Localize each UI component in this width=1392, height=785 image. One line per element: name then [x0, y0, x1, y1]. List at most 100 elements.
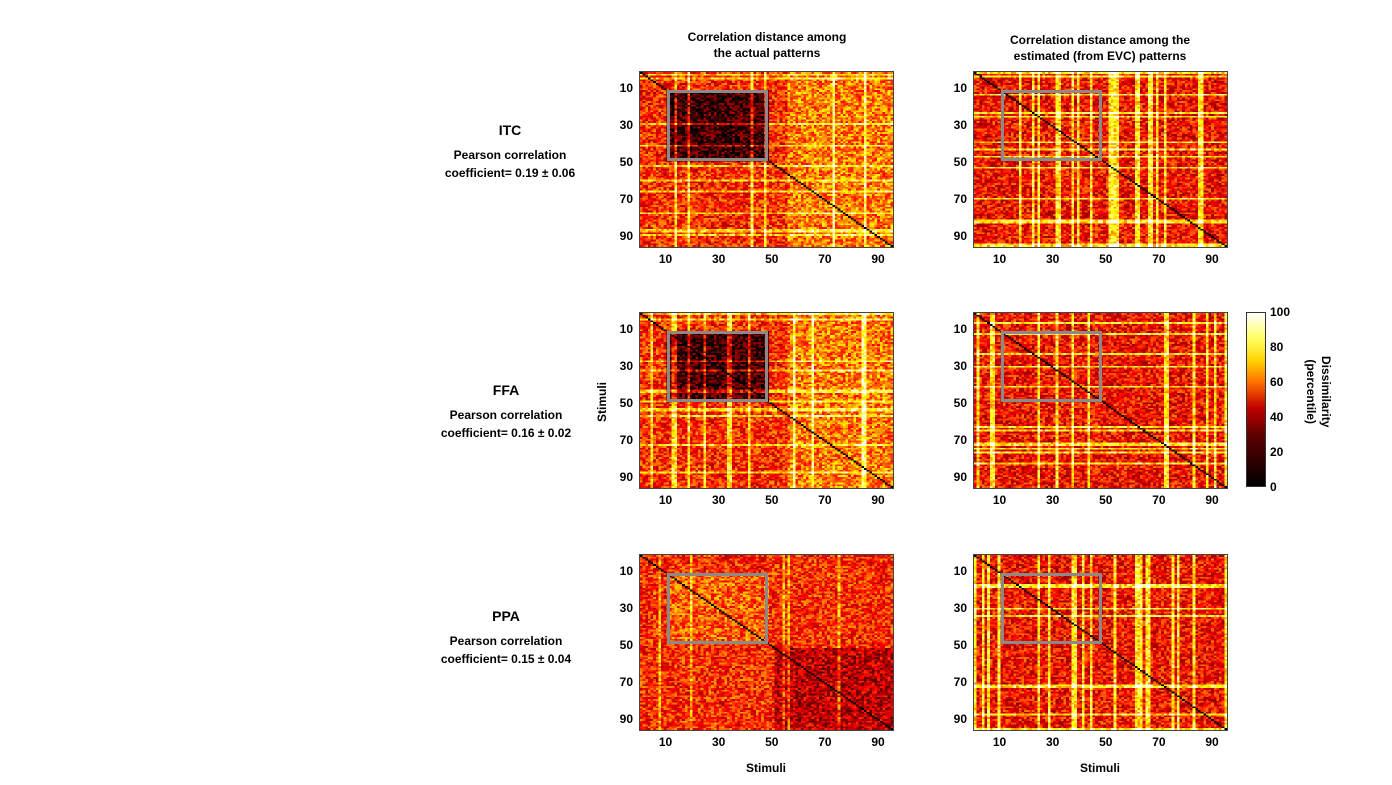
colorbar	[1246, 312, 1266, 487]
y-tick-label: 90	[953, 711, 967, 726]
y-tick-label: 70	[619, 433, 633, 448]
x-tick-label: 90	[871, 252, 885, 266]
colorbar-tick: 20	[1270, 445, 1284, 459]
x-tick-label: 70	[1152, 493, 1166, 507]
colorbar-label-text: Dissimilarity (percentile)	[1303, 356, 1333, 427]
coef-line: Pearson correlation	[449, 634, 563, 648]
colorbar-label: Dissimilarity (percentile)	[1300, 356, 1350, 436]
x-tick-label: 30	[1046, 735, 1060, 749]
coef-line: Pearson correlation	[449, 408, 563, 422]
x-axis-title-right: Stimuli	[1080, 761, 1121, 775]
y-tick-label: 50	[953, 396, 967, 411]
x-tick-label: 90	[1205, 735, 1219, 749]
column-title-estimated: Correlation distance among the estimated…	[950, 32, 1250, 64]
y-tick-label: 30	[619, 118, 633, 133]
coef-line: Pearson correlation	[453, 148, 567, 162]
highlight-block	[666, 331, 768, 402]
colorbar-tick: 100	[1270, 305, 1291, 319]
y-tick-label: 90	[953, 228, 967, 243]
highlight-block	[1000, 90, 1102, 161]
highlight-block	[1000, 573, 1102, 644]
y-tick-label: 10	[619, 81, 633, 96]
colorbar-tick: 40	[1270, 410, 1284, 424]
x-tick-label: 10	[992, 493, 1007, 507]
y-tick-label: 50	[953, 155, 967, 170]
x-tick-label: 30	[1046, 252, 1060, 266]
x-tick-label: 50	[1099, 493, 1113, 507]
coef-line: coefficient= 0.16 ± 0.02	[440, 426, 572, 440]
highlight-block	[666, 90, 768, 161]
colorbar-tick: 60	[1270, 375, 1284, 389]
highlight-block	[666, 573, 768, 644]
x-tick-label: 50	[765, 735, 779, 749]
y-tick-label: 70	[953, 433, 967, 448]
y-tick-label: 30	[953, 601, 967, 616]
heatmap-ppa-actual	[639, 554, 894, 731]
y-tick-label: 30	[619, 359, 633, 374]
x-tick-label: 10	[658, 252, 673, 266]
y-tick-label: 10	[619, 322, 633, 337]
row-label-ppa: PPA Pearson correlation coefficient= 0.1…	[406, 608, 606, 668]
row-label-itc: ITC Pearson correlation coefficient= 0.1…	[410, 122, 610, 182]
y-tick-label: 10	[953, 564, 967, 579]
y-tick-label: 30	[953, 118, 967, 133]
x-tick-label: 90	[871, 493, 885, 507]
y-tick-label: 50	[619, 155, 633, 170]
x-tick-label: 90	[871, 735, 885, 749]
colorbar-tick: 0	[1270, 480, 1277, 494]
heatmap-ffa-estimated	[973, 312, 1228, 489]
x-tick-label: 50	[765, 252, 779, 266]
y-tick-label: 50	[619, 396, 633, 411]
column-title-line: the actual patterns	[713, 46, 821, 60]
roi-name: PPA	[492, 608, 520, 624]
y-tick-label: 30	[953, 359, 967, 374]
x-tick-label: 90	[1205, 493, 1219, 507]
colorbar-label-line: Dissimilarity	[1319, 356, 1333, 428]
y-tick-label: 30	[619, 601, 633, 616]
x-tick-label: 10	[658, 493, 673, 507]
x-tick-label: 70	[818, 252, 832, 266]
column-title-line: estimated (from EVC) patterns	[1013, 49, 1187, 63]
y-tick-label: 90	[619, 228, 633, 243]
x-tick-label: 90	[1205, 252, 1219, 266]
heatmap-itc-actual	[639, 71, 894, 248]
heatmap-ppa-estimated	[973, 554, 1228, 731]
roi-name: FFA	[492, 382, 520, 398]
y-tick-label: 70	[953, 192, 967, 207]
column-title-actual: Correlation distance among the actual pa…	[617, 29, 917, 61]
y-tick-label: 90	[953, 469, 967, 484]
coef-line: coefficient= 0.15 ± 0.04	[440, 652, 572, 666]
x-tick-label: 70	[1152, 252, 1166, 266]
y-tick-label: 10	[953, 81, 967, 96]
x-tick-label: 30	[712, 735, 726, 749]
x-tick-label: 10	[992, 735, 1007, 749]
heatmap-ffa-actual	[639, 312, 894, 489]
y-tick-label: 70	[619, 192, 633, 207]
y-tick-label: 10	[953, 322, 967, 337]
y-tick-label: 90	[619, 711, 633, 726]
colorbar-tick: 80	[1270, 340, 1284, 354]
column-title-line: Correlation distance among	[687, 30, 847, 44]
row-label-ffa: FFA Pearson correlation coefficient= 0.1…	[406, 382, 606, 442]
x-tick-label: 30	[1046, 493, 1060, 507]
x-tick-label: 70	[818, 735, 832, 749]
y-tick-label: 10	[619, 564, 633, 579]
column-title-line: Correlation distance among the	[1009, 33, 1191, 47]
heatmap-itc-estimated	[973, 71, 1228, 248]
x-tick-label: 10	[992, 252, 1007, 266]
coef-line: coefficient= 0.19 ± 0.06	[444, 166, 576, 180]
x-tick-label: 70	[1152, 735, 1166, 749]
y-tick-label: 50	[953, 638, 967, 653]
x-tick-label: 50	[1099, 252, 1113, 266]
highlight-block	[1000, 331, 1102, 402]
colorbar-label-line: (percentile)	[1304, 359, 1318, 425]
y-tick-label: 70	[953, 675, 967, 690]
roi-name: ITC	[498, 122, 522, 138]
x-tick-label: 50	[765, 493, 779, 507]
x-axis-title-left: Stimuli	[746, 761, 787, 775]
x-tick-label: 30	[712, 252, 726, 266]
x-tick-label: 70	[818, 493, 832, 507]
x-tick-label: 50	[1099, 735, 1113, 749]
x-tick-label: 30	[712, 493, 726, 507]
y-tick-label: 50	[619, 638, 633, 653]
